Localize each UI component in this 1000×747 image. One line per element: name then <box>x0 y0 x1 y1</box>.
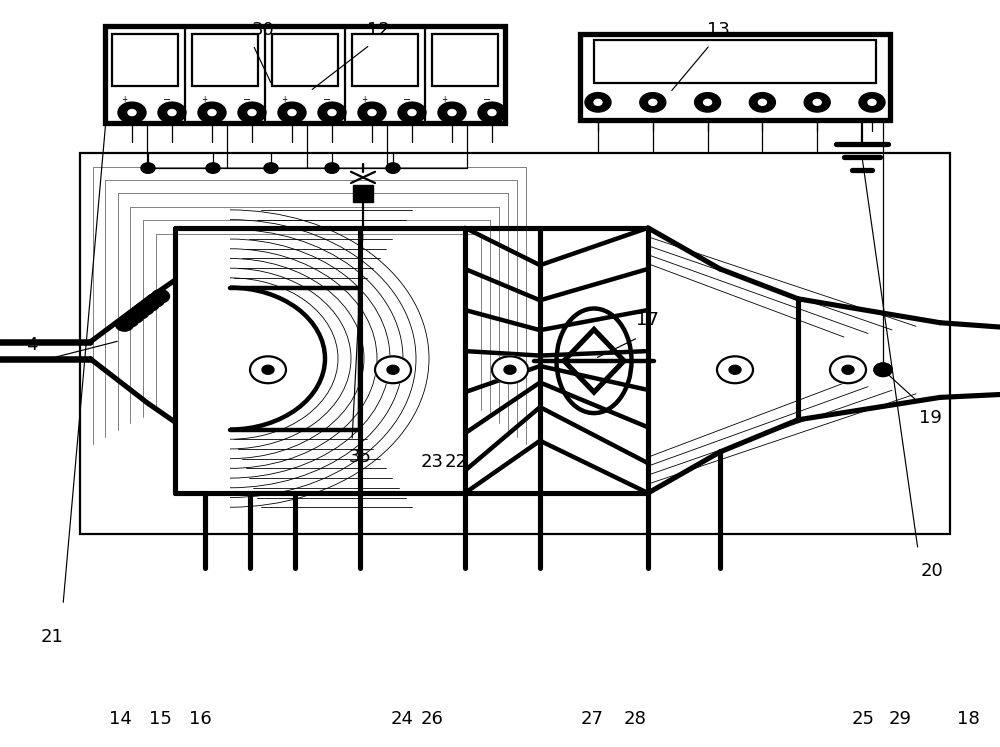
Text: 29: 29 <box>889 710 912 728</box>
Circle shape <box>398 102 426 123</box>
Circle shape <box>585 93 611 112</box>
Circle shape <box>438 102 466 123</box>
Text: 30: 30 <box>252 21 274 39</box>
Text: +: + <box>281 96 287 105</box>
Bar <box>352 34 418 87</box>
Circle shape <box>141 163 155 173</box>
Circle shape <box>874 363 892 376</box>
Text: 14: 14 <box>109 710 131 728</box>
Circle shape <box>717 356 753 383</box>
Circle shape <box>488 110 496 116</box>
Circle shape <box>868 99 876 105</box>
Bar <box>105 26 505 123</box>
Text: 16: 16 <box>189 710 211 728</box>
Text: −: − <box>323 95 331 105</box>
Circle shape <box>116 317 134 331</box>
Circle shape <box>649 99 657 105</box>
Text: +: + <box>361 96 367 105</box>
Circle shape <box>448 110 456 116</box>
Circle shape <box>842 365 854 374</box>
Circle shape <box>758 99 766 105</box>
Text: +: + <box>121 96 127 105</box>
Circle shape <box>248 110 256 116</box>
Circle shape <box>206 163 220 173</box>
Circle shape <box>198 102 226 123</box>
Bar <box>594 40 876 84</box>
Circle shape <box>804 93 830 112</box>
Text: +: + <box>441 96 447 105</box>
Text: 20: 20 <box>921 562 943 580</box>
Text: 22: 22 <box>444 453 468 471</box>
Circle shape <box>695 93 721 112</box>
Circle shape <box>131 306 149 319</box>
Circle shape <box>375 356 411 383</box>
Circle shape <box>325 163 339 173</box>
Text: +: + <box>201 96 207 105</box>
Circle shape <box>704 99 712 105</box>
Text: −: − <box>163 95 171 105</box>
Bar <box>192 34 258 87</box>
Circle shape <box>478 102 506 123</box>
Text: 18: 18 <box>957 710 979 728</box>
Bar <box>432 34 498 87</box>
Circle shape <box>386 163 400 173</box>
Text: 15: 15 <box>149 710 171 728</box>
Circle shape <box>250 356 286 383</box>
Circle shape <box>830 356 866 383</box>
Text: 13: 13 <box>707 21 729 39</box>
Text: 24: 24 <box>390 710 414 728</box>
Text: −: − <box>483 95 491 105</box>
Circle shape <box>368 110 376 116</box>
Circle shape <box>152 290 170 303</box>
Circle shape <box>262 365 274 374</box>
Bar <box>80 153 950 534</box>
Circle shape <box>318 102 346 123</box>
Circle shape <box>238 102 266 123</box>
Circle shape <box>128 110 136 116</box>
Text: 12: 12 <box>367 21 389 39</box>
Text: 28: 28 <box>624 710 646 728</box>
Text: 17: 17 <box>636 311 658 329</box>
Circle shape <box>358 102 386 123</box>
Circle shape <box>387 365 399 374</box>
Circle shape <box>813 99 821 105</box>
Circle shape <box>118 102 146 123</box>
Circle shape <box>136 302 154 315</box>
Circle shape <box>328 110 336 116</box>
Circle shape <box>264 163 278 173</box>
Circle shape <box>874 363 892 376</box>
Circle shape <box>288 110 296 116</box>
Text: 19: 19 <box>919 409 941 427</box>
Circle shape <box>126 310 144 323</box>
Text: 4: 4 <box>26 336 38 354</box>
Circle shape <box>121 314 139 327</box>
Circle shape <box>729 365 741 374</box>
Text: 21: 21 <box>41 628 63 646</box>
Circle shape <box>408 110 416 116</box>
Circle shape <box>640 93 666 112</box>
Text: 23: 23 <box>420 453 444 471</box>
Circle shape <box>504 365 516 374</box>
Circle shape <box>141 297 159 311</box>
Circle shape <box>158 102 186 123</box>
Bar <box>353 185 373 202</box>
Circle shape <box>278 102 306 123</box>
Circle shape <box>208 110 216 116</box>
Bar <box>272 34 338 87</box>
Circle shape <box>492 356 528 383</box>
Circle shape <box>594 99 602 105</box>
Text: 25: 25 <box>852 710 874 728</box>
Bar <box>580 34 890 120</box>
Text: 35: 35 <box>349 448 372 466</box>
Circle shape <box>168 110 176 116</box>
Bar <box>112 34 178 87</box>
Circle shape <box>146 294 164 307</box>
Circle shape <box>859 93 885 112</box>
Text: 26: 26 <box>421 710 443 728</box>
Circle shape <box>749 93 775 112</box>
Text: 27: 27 <box>580 710 604 728</box>
Text: −: − <box>243 95 251 105</box>
Text: −: − <box>403 95 411 105</box>
